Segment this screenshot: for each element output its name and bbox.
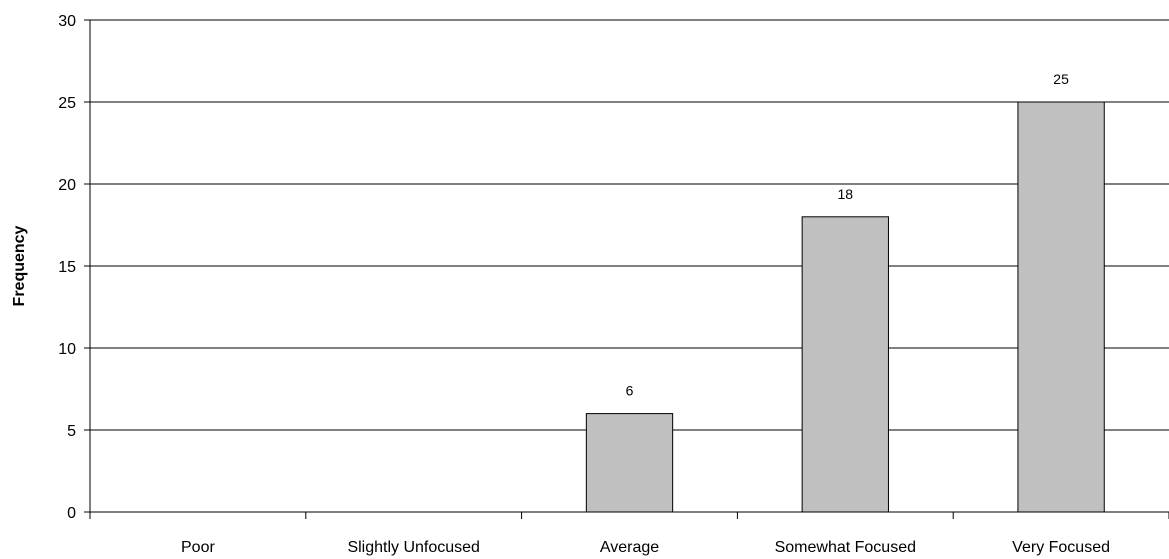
data-label: 18 — [838, 186, 854, 202]
x-category-label: Slightly Unfocused — [347, 539, 480, 556]
x-category-label: Somewhat Focused — [775, 539, 916, 556]
y-tick-label: 10 — [58, 341, 76, 358]
bar — [1017, 101, 1105, 513]
bars — [585, 101, 1105, 513]
y-tick-label: 20 — [58, 177, 76, 194]
labels: 0 5 10 15 20 25 30 Poor Slightly Unfocused 6 Avera… — [58, 13, 1110, 556]
y-tick-label: 0 — [67, 505, 76, 522]
x-category-label: Average — [600, 539, 659, 556]
y-axis-title: Frequency — [11, 225, 28, 306]
axes — [84, 19, 1169, 519]
y-tick-label: 30 — [58, 13, 76, 30]
y-tick-label: 5 — [67, 423, 76, 440]
data-label: 6 — [626, 383, 634, 399]
bar — [585, 413, 674, 513]
y-tick-label: 15 — [58, 259, 76, 276]
data-label: 25 — [1053, 71, 1069, 87]
x-category-label: Very Focused — [1012, 539, 1110, 556]
x-category-label: Poor — [181, 539, 215, 556]
gridlines — [90, 19, 1169, 431]
y-tick-label: 25 — [58, 95, 76, 112]
bar — [801, 216, 889, 513]
